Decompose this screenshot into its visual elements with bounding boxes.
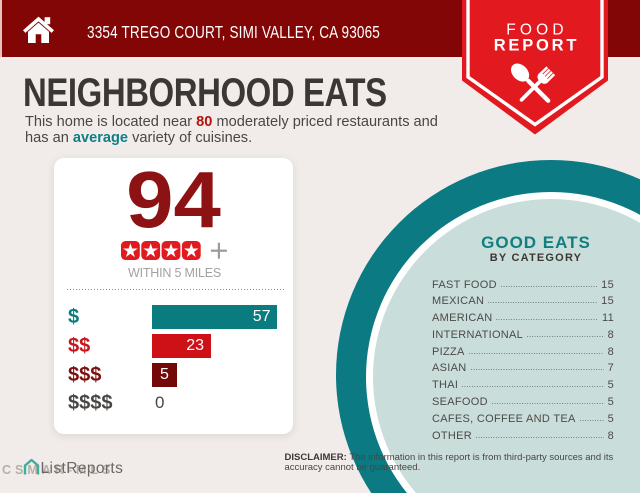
svg-text:REPORT: REPORT — [494, 37, 580, 55]
svg-text:FOOD: FOOD — [506, 22, 568, 39]
